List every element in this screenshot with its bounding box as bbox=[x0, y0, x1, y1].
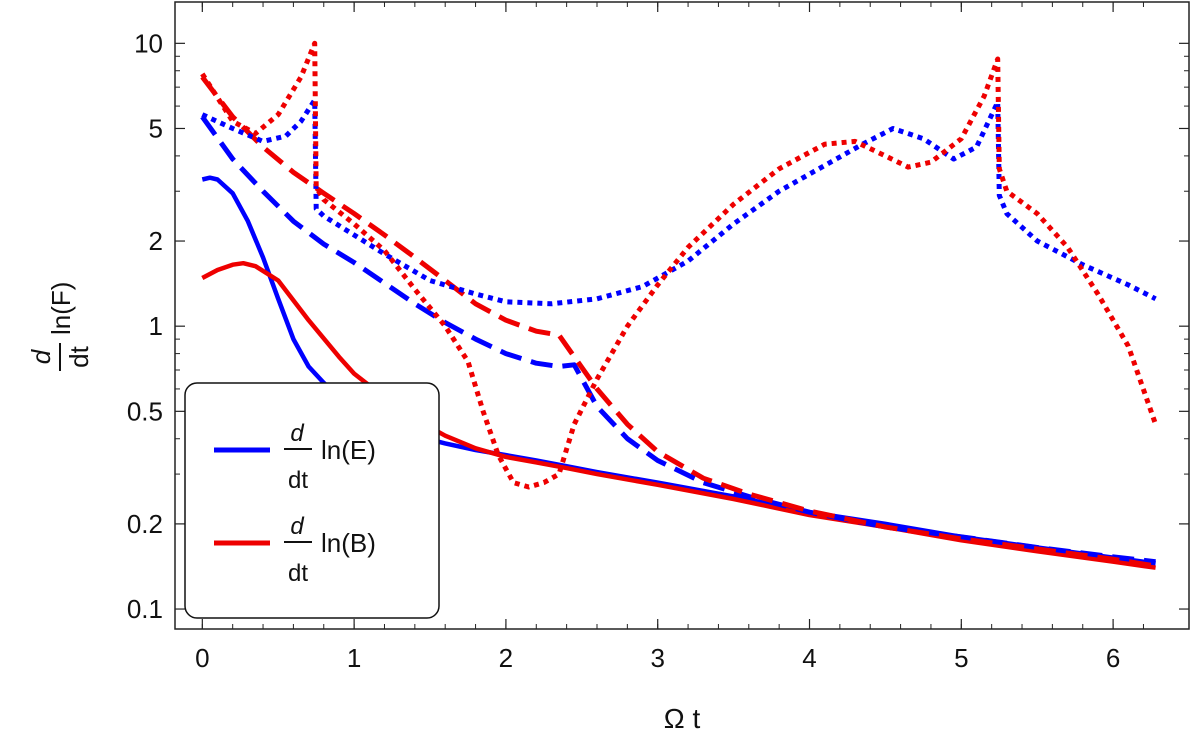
legend-entry-b-denominator: dt bbox=[288, 560, 308, 587]
x-tick-label: 1 bbox=[347, 643, 361, 673]
x-axis-label: Ω t bbox=[664, 703, 701, 734]
legend-entry-e: d dt ln(E) bbox=[214, 420, 376, 494]
series-line-3 bbox=[200, 75, 1156, 569]
y-axis-label-function: ln(F) bbox=[46, 282, 76, 335]
y-axis-label: d dt ln(F) bbox=[26, 282, 94, 371]
x-tick-label: 6 bbox=[1106, 643, 1120, 673]
series-line-4 bbox=[201, 97, 1157, 307]
legend-entry-b-function: ln(B) bbox=[321, 528, 376, 558]
y-axis-label-denominator: dt bbox=[64, 345, 94, 367]
y-axis-label-numerator: d bbox=[26, 348, 56, 364]
y-tick-label: 0.5 bbox=[127, 396, 163, 426]
series-layer bbox=[200, 40, 1158, 570]
legend-box bbox=[184, 382, 440, 619]
legend-entry-b: d dt ln(B) bbox=[214, 513, 376, 587]
legend-entry-e-function: ln(E) bbox=[321, 435, 376, 465]
plot-frame bbox=[174, 1, 1190, 630]
y-tick-label: 10 bbox=[134, 28, 163, 58]
x-tick-label: 5 bbox=[954, 643, 968, 673]
x-tick-label: 4 bbox=[802, 643, 816, 673]
x-tick-label: 3 bbox=[650, 643, 664, 673]
y-tick-label: 1 bbox=[149, 311, 163, 341]
y-tick-label: 2 bbox=[149, 226, 163, 256]
y-tick-label: 0.2 bbox=[127, 509, 163, 539]
x-tick-label: 0 bbox=[195, 643, 209, 673]
series-line-5 bbox=[200, 40, 1158, 490]
x-tick-label: 2 bbox=[499, 643, 513, 673]
legend-entry-e-numerator: d bbox=[290, 420, 304, 447]
y-tick-label: 0.1 bbox=[127, 594, 163, 624]
y-tick-label: 5 bbox=[149, 113, 163, 143]
legend: d dt ln(E) d dt ln(B) bbox=[184, 382, 440, 619]
legend-entry-e-denominator: dt bbox=[288, 467, 308, 494]
axis-ticks: 0 1 2 3 4 5 6 0.1 0.2 0.5 1 2 5 10 bbox=[127, 2, 1189, 673]
series-line-2 bbox=[200, 115, 1156, 565]
legend-entry-b-numerator: d bbox=[290, 513, 304, 540]
